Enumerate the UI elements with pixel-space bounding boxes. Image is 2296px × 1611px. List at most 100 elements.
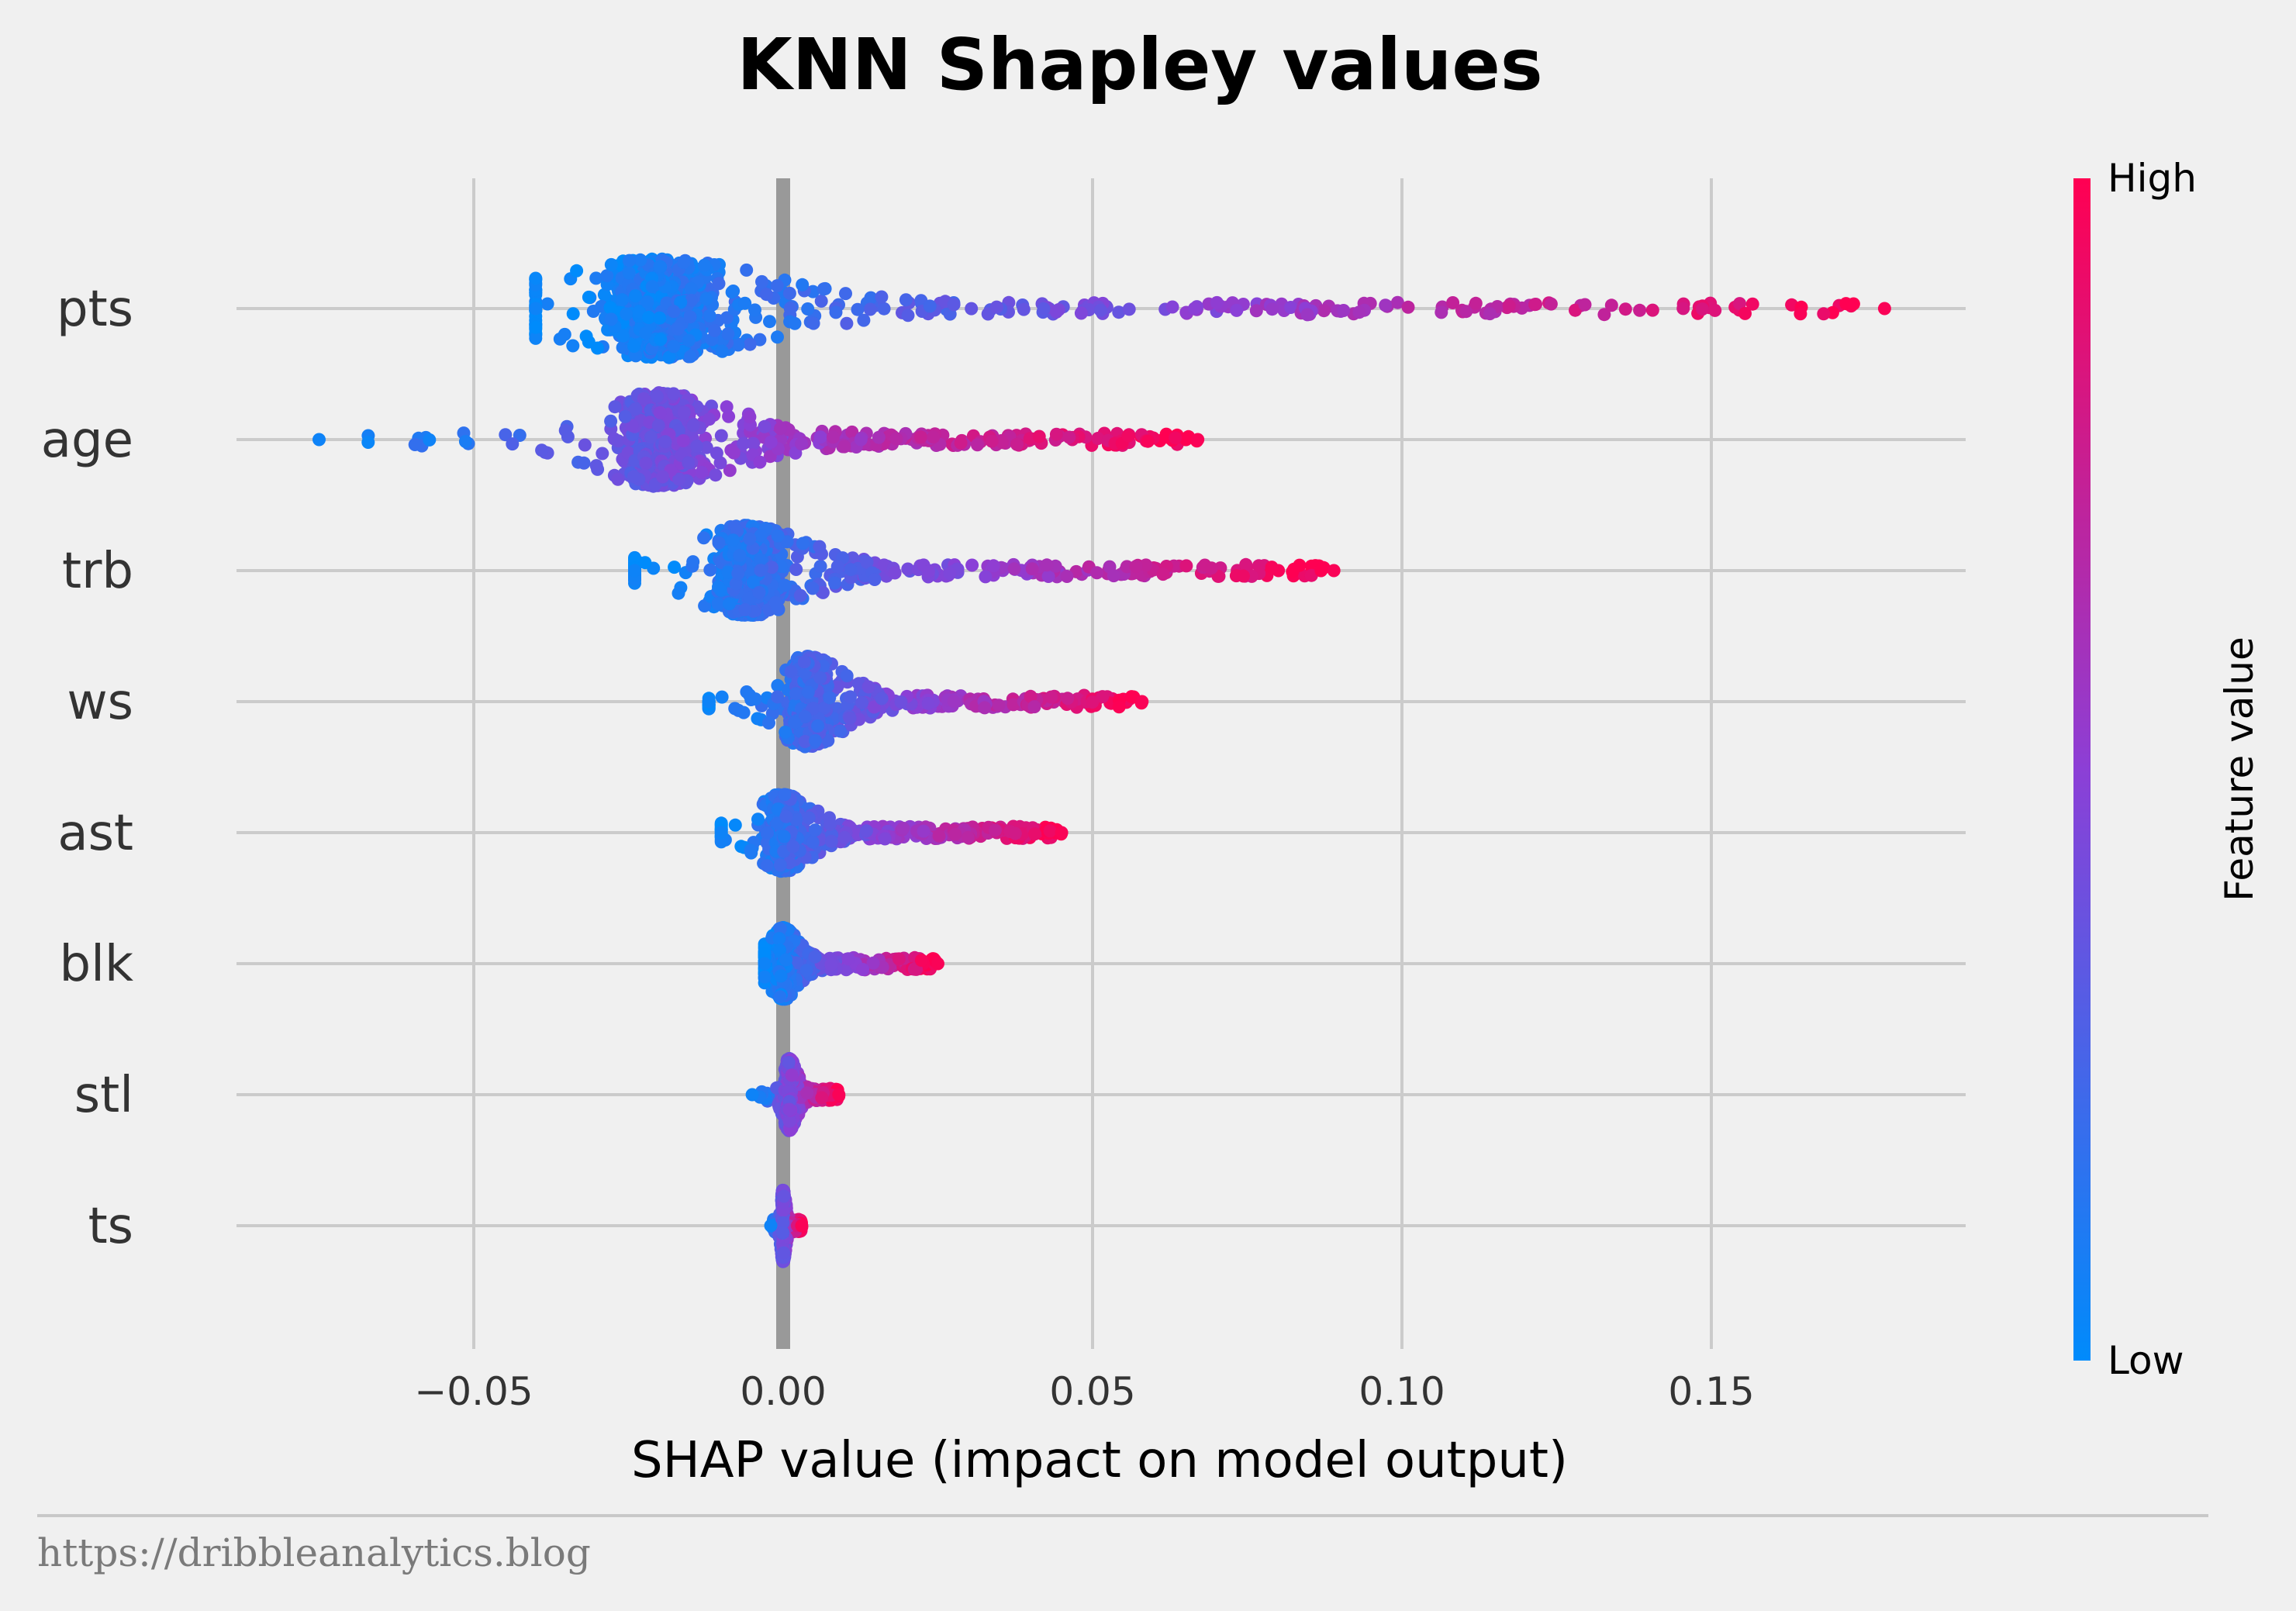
- shap-point-age: [690, 440, 704, 454]
- shap-point-age: [656, 470, 670, 484]
- shap-point-pts: [1708, 303, 1722, 317]
- shap-point-pts: [604, 257, 618, 271]
- shap-point-pts: [684, 281, 698, 295]
- shap-point-age: [578, 438, 592, 452]
- shap-point-pts: [685, 293, 698, 307]
- shap-point-pts: [1569, 303, 1582, 317]
- shap-point-trb: [771, 529, 785, 543]
- shap-point-ast: [948, 827, 962, 841]
- shap-point-age: [499, 428, 513, 442]
- shap-point-trb: [1040, 558, 1054, 572]
- shap-point-pts: [1390, 295, 1404, 309]
- shap-point-trb: [1025, 562, 1039, 576]
- shap-point-pts: [682, 333, 696, 347]
- shap-point-pts: [1300, 308, 1314, 322]
- shap-point-age: [458, 435, 472, 448]
- shap-point-age: [604, 414, 618, 428]
- shap-point-age: [639, 457, 653, 471]
- shap-point-ws: [1027, 700, 1041, 714]
- shap-point-trb: [1107, 569, 1120, 583]
- shap-point-pts: [703, 309, 716, 323]
- shap-point-ws: [823, 691, 837, 705]
- shap-point-age: [927, 430, 941, 444]
- shap-point-pts: [1529, 298, 1542, 311]
- shap-point-ws: [715, 690, 729, 704]
- shap-point-ws: [811, 719, 825, 733]
- shap-point-age: [1141, 434, 1155, 448]
- shap-point-age: [737, 436, 751, 450]
- shap-point-age: [714, 429, 728, 443]
- beeswarm-points: [312, 252, 1891, 1268]
- shap-point-ast: [777, 830, 791, 843]
- shap-point-age: [1049, 427, 1063, 441]
- shap-point-pts: [597, 288, 611, 302]
- shap-point-trb: [754, 564, 768, 578]
- shap-point-pts: [1839, 297, 1853, 311]
- shap-point-trb: [986, 559, 1000, 573]
- shap-point-pts: [579, 329, 593, 343]
- shap-point-ws: [737, 705, 751, 719]
- shap-point-pts: [731, 338, 745, 352]
- shap-point-pts: [1618, 302, 1632, 316]
- shap-point-pts: [875, 290, 889, 304]
- shap-point-pts: [677, 256, 691, 269]
- shap-point-pts: [645, 280, 659, 294]
- shap-point-ws: [844, 690, 857, 704]
- shap-point-pts: [1337, 304, 1351, 317]
- shap-point-pts: [1112, 305, 1126, 319]
- shap-point-ws: [875, 692, 889, 705]
- shap-point-trb: [793, 588, 807, 602]
- shap-point-age: [596, 447, 609, 461]
- shap-point-pts: [628, 289, 642, 303]
- shap-point-ast: [802, 811, 816, 825]
- shap-point-trb: [806, 581, 820, 595]
- shap-point-age: [971, 438, 984, 452]
- shap-point-pts: [720, 311, 734, 325]
- shap-point-ws: [978, 701, 992, 715]
- shap-point-age: [513, 429, 527, 442]
- shap-point-ast: [859, 824, 873, 838]
- shap-point-pts: [1544, 297, 1558, 311]
- shap-point-trb: [771, 601, 785, 615]
- shap-point-extreme-ast: [714, 826, 728, 840]
- shap-point-trb: [943, 567, 957, 581]
- shap-point-pts: [814, 294, 828, 308]
- shap-point-pts: [1633, 303, 1647, 317]
- shap-point-trb: [726, 533, 740, 547]
- shap-point-trb: [1129, 560, 1143, 574]
- shap-point-ast: [786, 840, 800, 854]
- shap-point-pts: [1401, 300, 1415, 314]
- shap-point-ws: [809, 733, 822, 747]
- shap-point-trb: [1314, 564, 1328, 578]
- shap-point-pts: [771, 330, 784, 344]
- shap-point-age: [826, 430, 840, 444]
- shap-point-trb: [778, 578, 792, 592]
- shap-point-ast: [824, 834, 838, 848]
- shap-point-pts: [760, 288, 773, 302]
- shap-point-pts: [748, 303, 761, 317]
- shap-point-trb: [888, 566, 902, 580]
- shap-point-trb: [828, 576, 841, 590]
- shap-point-age: [651, 419, 665, 433]
- shap-point-trb: [1007, 562, 1021, 576]
- shap-point-ws: [789, 687, 803, 701]
- shap-point-ast: [1008, 826, 1022, 840]
- shap-point-pts: [763, 315, 776, 329]
- shap-point-age: [682, 456, 696, 470]
- shap-point-ast: [761, 826, 775, 840]
- shap-point-extreme-ast: [1055, 826, 1069, 840]
- shap-point-ws: [855, 695, 869, 709]
- shap-point-ast: [808, 823, 822, 837]
- shap-point-pts: [698, 258, 711, 272]
- shap-point-ws: [992, 699, 1006, 712]
- shap-point-trb: [668, 561, 682, 574]
- shap-point-age: [764, 435, 778, 449]
- shap-point-pts: [671, 322, 685, 336]
- shap-point-pts: [654, 333, 668, 347]
- shap-point-age: [506, 437, 520, 451]
- shap-point-age: [408, 438, 422, 451]
- shap-point-pts: [622, 266, 636, 280]
- shap-point-pts: [1210, 295, 1224, 309]
- shap-point-pts: [755, 274, 768, 288]
- shap-point-ws: [833, 724, 847, 738]
